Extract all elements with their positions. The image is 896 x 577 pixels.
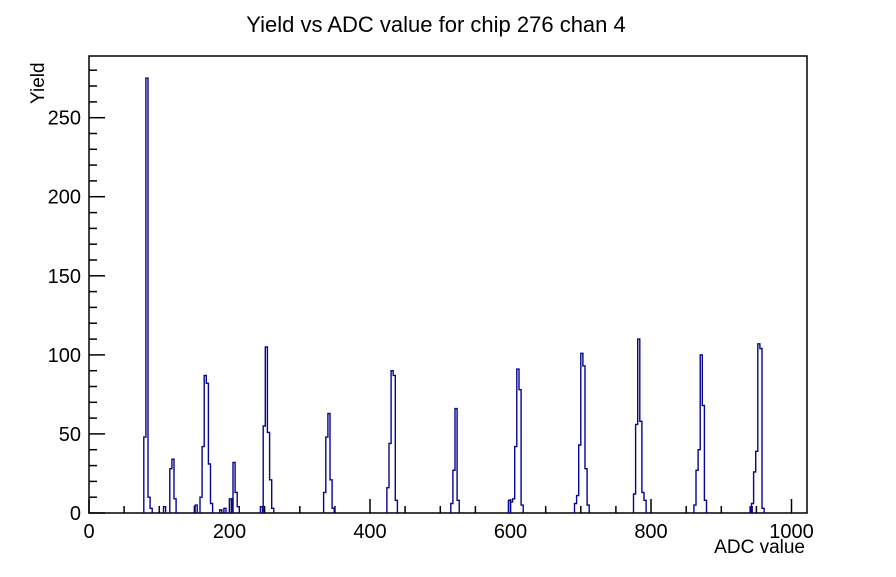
x-tick-label: 0 — [83, 521, 94, 543]
x-tick-label: 1000 — [769, 521, 814, 543]
x-tick-label: 200 — [213, 521, 246, 543]
chart-title: Yield vs ADC value for chip 276 chan 4 — [246, 12, 626, 37]
x-axis-ticks — [88, 499, 793, 513]
x-axis-title: ADC value — [714, 537, 805, 558]
x-tick-label: 600 — [494, 521, 527, 543]
histogram-series — [143, 77, 765, 513]
y-tick-label: 250 — [48, 108, 81, 130]
y-tick-labels: 0 50 100 150 200 250 — [48, 108, 81, 525]
y-tick-label: 200 — [48, 187, 81, 209]
y-tick-label: 0 — [70, 503, 81, 525]
x-tick-label: 400 — [353, 521, 386, 543]
x-tick-label: 800 — [634, 521, 667, 543]
y-axis-ticks — [89, 69, 105, 514]
y-axis-title: Yield — [28, 62, 49, 104]
plot-frame — [88, 55, 808, 514]
y-tick-label: 150 — [48, 266, 81, 288]
y-tick-label: 50 — [59, 424, 81, 446]
y-tick-label: 100 — [48, 345, 81, 367]
x-tick-labels: 0 200 400 600 800 1000 — [83, 521, 813, 543]
